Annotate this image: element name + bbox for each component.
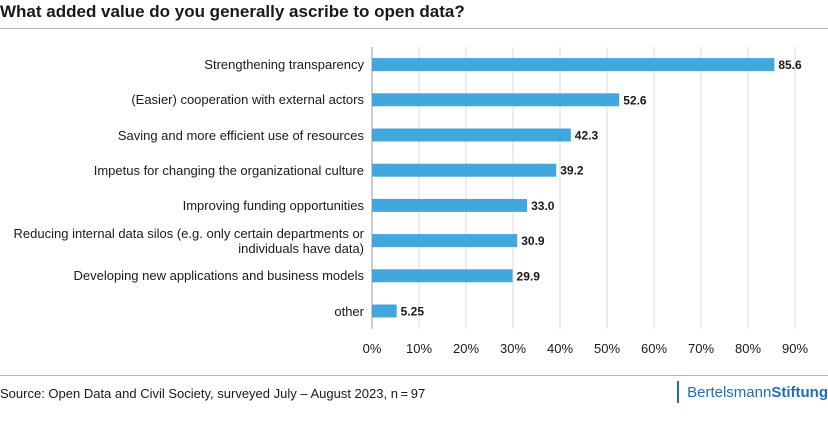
category-label-line: individuals have data) <box>238 240 364 256</box>
data-label: 42.3 <box>575 129 599 143</box>
data-label: 85.6 <box>778 58 802 72</box>
category-label: Improving funding opportunities <box>183 198 364 213</box>
bar <box>372 304 397 318</box>
bertelsmann-stiftung-logo: Bertelsmann Stiftung <box>677 381 828 403</box>
bar <box>372 58 775 72</box>
data-label: 39.2 <box>560 164 584 178</box>
category-label: other <box>334 304 364 319</box>
x-tick-label: 40% <box>547 341 573 356</box>
bar <box>372 234 518 248</box>
source-note: Source: Open Data and Civil Society, sur… <box>0 386 426 401</box>
bar <box>372 198 528 212</box>
category-label-line: Developing new applications and business… <box>73 268 364 284</box>
category-label: Reducing internal data silos (e.g. only … <box>14 226 364 256</box>
category-label-line: Improving funding opportunities <box>182 197 364 213</box>
category-label-line: (Easier) cooperation with external actor… <box>131 92 364 108</box>
bar <box>372 93 620 107</box>
logo-text-bertelsmann: Bertelsmann <box>687 383 772 401</box>
data-label: 33.0 <box>531 199 555 213</box>
bar-chart: 0% 10% 20% 30% 40% 50% 60% 70% 80% 90% 85.6 52.6 42.… <box>363 47 808 356</box>
data-label: 52.6 <box>623 93 647 107</box>
x-tick-label: 90% <box>782 341 808 356</box>
category-label: Impetus for changing the organizational … <box>94 163 364 178</box>
x-tick-label: 70% <box>688 341 714 356</box>
chart-title: What added value do you generally ascrib… <box>0 2 465 21</box>
x-tick-label: 20% <box>453 341 479 356</box>
x-tick-label: 50% <box>594 341 620 356</box>
data-label: 29.9 <box>517 269 541 283</box>
x-tick-label: 10% <box>406 341 432 356</box>
data-label: 5.25 <box>401 305 425 319</box>
category-label-line: Impetus for changing the organizational … <box>93 162 364 178</box>
data-label: 30.9 <box>521 234 545 248</box>
x-tick-label: 30% <box>500 341 526 356</box>
category-label: Saving and more efficient use of resourc… <box>118 128 364 143</box>
x-tick-label: 0% <box>363 341 382 356</box>
x-tick-label: 80% <box>735 341 761 356</box>
category-label-line: Saving and more efficient use of resourc… <box>117 127 364 143</box>
x-tick-label: 60% <box>641 341 667 356</box>
title-divider <box>0 28 828 29</box>
category-label-line: Strengthening transparency <box>204 57 364 73</box>
category-label: Developing new applications and business… <box>73 268 364 283</box>
bar <box>372 128 571 142</box>
logo-text-stiftung: Stiftung <box>771 383 828 401</box>
bar <box>372 269 513 283</box>
footer-divider <box>0 375 828 376</box>
category-label: Strengthening transparency <box>204 57 364 72</box>
category-label: (Easier) cooperation with external actor… <box>131 92 364 107</box>
bar <box>372 163 557 177</box>
category-label-line: Reducing internal data silos (e.g. only … <box>13 225 364 241</box>
category-label-line: other <box>334 303 364 319</box>
